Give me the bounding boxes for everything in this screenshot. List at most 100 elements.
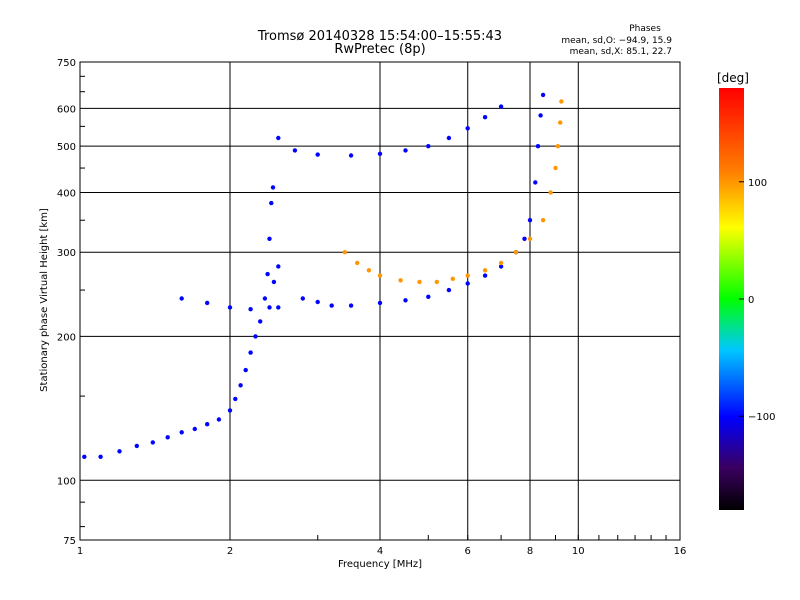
y-tick-label: 200 — [57, 332, 76, 343]
data-point — [555, 144, 561, 149]
x-axis-ticks: 1 2 4 6 8 10 16 — [77, 535, 687, 557]
x-tick-label: 16 — [674, 546, 687, 557]
data-point — [426, 294, 431, 299]
data-point — [227, 305, 233, 310]
x-tick-label: 6 — [465, 546, 471, 557]
data-point — [482, 115, 488, 120]
data-point — [248, 307, 253, 312]
data-point — [342, 250, 347, 255]
data-point — [465, 281, 470, 286]
data-point — [205, 300, 210, 306]
grid-lines — [80, 62, 680, 540]
colorbar-tick-label: −100 — [748, 412, 775, 423]
data-point — [465, 273, 470, 278]
x-tick-label: 8 — [527, 546, 533, 557]
data-point — [482, 273, 488, 278]
data-point — [269, 200, 274, 206]
data-point — [482, 268, 488, 273]
x-tick-label: 2 — [227, 546, 233, 557]
data-point — [267, 236, 272, 241]
data-point — [179, 296, 184, 301]
data-point — [270, 185, 276, 190]
data-point — [265, 271, 270, 277]
data-point — [527, 236, 533, 241]
data-point — [292, 148, 298, 153]
data-point — [558, 120, 563, 125]
colorbar-ticks: 100 0 −100 — [739, 178, 775, 423]
data-point — [348, 153, 354, 158]
data-point — [165, 435, 170, 440]
data-point — [150, 440, 155, 445]
data-point — [377, 273, 383, 278]
data-point — [417, 279, 422, 285]
data-point — [248, 350, 253, 355]
data-point — [548, 190, 553, 195]
x-tick-label: 10 — [572, 546, 585, 557]
data-point — [329, 303, 334, 308]
data-point — [227, 408, 233, 413]
data-point — [271, 279, 277, 285]
x-tick-label: 1 — [77, 546, 83, 557]
data-point — [355, 260, 360, 266]
data-point — [315, 299, 320, 305]
colorbar-tick-label: 0 — [748, 295, 754, 306]
colorbar-label: [deg] — [717, 71, 749, 85]
data-point — [348, 303, 354, 308]
data-point — [535, 144, 541, 149]
data-point — [522, 236, 527, 241]
data-point — [403, 148, 408, 153]
data-point — [465, 126, 470, 131]
data-point — [434, 279, 439, 285]
data-point — [82, 454, 87, 459]
colorbar-tick-label: 100 — [748, 178, 767, 189]
chart-title: Tromsø 20140328 15:54:00–15:55:43 — [257, 29, 502, 44]
stats-line-x: mean, sd,X: 85.1, 22.7 — [570, 47, 672, 57]
y-axis-ticks: 75 100 200 300 400 500 600 750 — [57, 58, 85, 547]
data-point — [233, 396, 238, 402]
data-point — [179, 430, 184, 435]
data-point — [540, 218, 546, 223]
x-axis-label: Frequency [MHz] — [338, 559, 422, 570]
data-point — [553, 165, 558, 171]
data-point — [276, 305, 281, 310]
data-points — [82, 92, 564, 459]
data-point — [243, 367, 248, 373]
data-point — [238, 383, 243, 388]
data-point — [276, 135, 281, 141]
stats-heading: Phases — [629, 24, 661, 34]
data-point — [192, 426, 197, 432]
data-point — [446, 135, 452, 141]
data-point — [513, 250, 519, 255]
data-point — [540, 92, 546, 98]
chart-subtitle: RwPretec (8p) — [334, 42, 425, 57]
stats-line-o: mean, sd,O: −94.9, 15.9 — [561, 36, 672, 46]
data-point — [253, 334, 258, 339]
data-point — [98, 454, 103, 459]
data-point — [366, 268, 372, 273]
data-point — [267, 305, 272, 310]
data-point — [262, 296, 268, 301]
y-axis-label: Stationary phase Virtual Height [km] — [39, 208, 50, 392]
y-tick-label: 500 — [57, 142, 76, 153]
y-tick-label: 100 — [57, 476, 76, 487]
x-tick-label: 4 — [377, 546, 383, 557]
data-point — [450, 276, 455, 281]
y-tick-label: 750 — [57, 58, 76, 69]
data-point — [258, 319, 263, 324]
data-point — [559, 99, 564, 104]
data-point — [377, 151, 383, 156]
data-point — [134, 443, 139, 449]
data-point — [216, 417, 222, 422]
data-point — [498, 264, 504, 269]
data-point — [527, 218, 533, 223]
data-point — [403, 298, 408, 303]
data-point — [117, 449, 122, 454]
data-point — [315, 152, 320, 157]
data-point — [276, 264, 281, 269]
data-point — [498, 104, 504, 109]
data-point — [426, 144, 431, 149]
data-point — [205, 422, 210, 427]
data-point — [398, 278, 403, 283]
y-tick-label: 400 — [57, 188, 76, 199]
